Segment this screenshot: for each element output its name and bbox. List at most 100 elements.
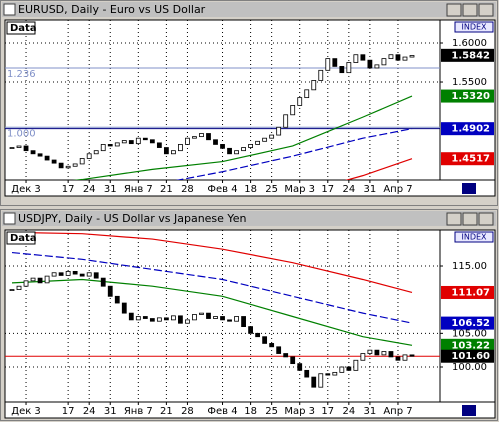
candle [220, 144, 225, 149]
candle [114, 295, 120, 304]
x-tick-label: 18 [244, 406, 257, 417]
candle [206, 312, 211, 319]
candle [290, 105, 296, 116]
candle [269, 343, 275, 348]
candle [44, 275, 50, 284]
candle [86, 153, 92, 159]
candle [262, 336, 268, 344]
chart-window: USDJPY, Daily - US Dollar vs Japanese Ye… [2, 211, 496, 419]
x-tick-label: 31 [364, 184, 377, 195]
candle [142, 316, 148, 319]
candle [44, 155, 50, 161]
candle [409, 354, 415, 357]
candle [93, 272, 99, 279]
candle [51, 159, 57, 164]
price-tag [441, 122, 494, 136]
x-tick-label: Дек 3 [11, 184, 41, 195]
minimize-button[interactable] [446, 212, 462, 226]
x-tick-label: Фев 4 [207, 184, 237, 195]
candle [409, 55, 415, 58]
candle [121, 302, 127, 314]
moving-average [72, 95, 413, 180]
panel-label: Data [10, 233, 37, 244]
candle [192, 136, 197, 139]
axis-tag: INDEX [461, 23, 487, 32]
chart-icon[interactable] [462, 183, 476, 194]
candle [276, 126, 282, 136]
candle [297, 97, 303, 106]
minimize-button[interactable] [446, 3, 462, 17]
candle [9, 147, 15, 149]
candle [367, 59, 373, 69]
x-tick-label: 17 [321, 184, 334, 195]
candle [353, 359, 359, 371]
candle [199, 312, 204, 315]
candle [171, 150, 176, 155]
x-tick-label: 25 [265, 184, 278, 195]
candle [86, 272, 92, 277]
candle [374, 349, 380, 356]
candle [163, 147, 169, 155]
x-tick-label: Мар 3 [284, 406, 315, 417]
y-tick-label: 1.5500 [452, 77, 487, 88]
candle [192, 314, 197, 321]
price-tag [441, 48, 494, 62]
candle [16, 145, 22, 148]
candle [346, 62, 352, 74]
candle [206, 133, 211, 141]
x-tick-label: 25 [265, 406, 278, 417]
candle [213, 316, 218, 319]
moving-average [344, 158, 413, 180]
maximize-button[interactable] [462, 3, 478, 17]
time-axis [4, 401, 496, 419]
candle [311, 376, 317, 388]
candle [51, 272, 57, 277]
candle [30, 277, 36, 282]
candle [227, 319, 232, 322]
candle [135, 137, 141, 145]
chart-window: EURUSD, Daily - Euro vs US Dollar1.60001… [2, 2, 496, 197]
candle [276, 346, 282, 354]
y-tick-label: 105.00 [452, 328, 487, 339]
candle [23, 280, 29, 287]
y-tick-label: 1.6000 [452, 38, 487, 49]
fib-level-label: 1.000 [7, 128, 36, 139]
price-tag-label: 1.5842 [451, 50, 490, 61]
candle [128, 312, 134, 321]
candle [30, 150, 36, 155]
panel-label: Data [10, 23, 37, 34]
candle [339, 66, 345, 74]
candle [381, 351, 387, 356]
candle [339, 366, 345, 373]
candle [213, 139, 218, 145]
price-tag [441, 152, 494, 166]
candle [360, 54, 366, 61]
candle [9, 289, 15, 291]
panel-label-box [6, 21, 36, 35]
candle [163, 317, 169, 321]
candle [149, 318, 155, 322]
candle [220, 316, 225, 321]
candle [255, 332, 261, 338]
window-title: USDJPY, Daily - US Dollar vs Japanese Ye… [18, 212, 246, 225]
candle [65, 165, 71, 169]
chart-icon[interactable] [462, 405, 476, 416]
price-tag-label: 103.22 [451, 340, 490, 351]
candle [72, 163, 78, 167]
x-tick-label: 17 [62, 184, 75, 195]
price-tag-label: 1.4902 [451, 124, 490, 135]
x-tick-label: 28 [181, 184, 194, 195]
y-tick-label: 100.00 [452, 362, 487, 373]
candle [156, 142, 162, 148]
close-button[interactable] [478, 3, 494, 17]
x-tick-label: 24 [342, 184, 355, 195]
candle [388, 54, 394, 60]
candle [395, 54, 401, 61]
candle [79, 273, 85, 277]
candle [381, 58, 387, 66]
maximize-button[interactable] [462, 212, 478, 226]
close-button[interactable] [478, 212, 494, 226]
candle [185, 137, 190, 145]
y-tick-label: 115.00 [452, 261, 487, 272]
